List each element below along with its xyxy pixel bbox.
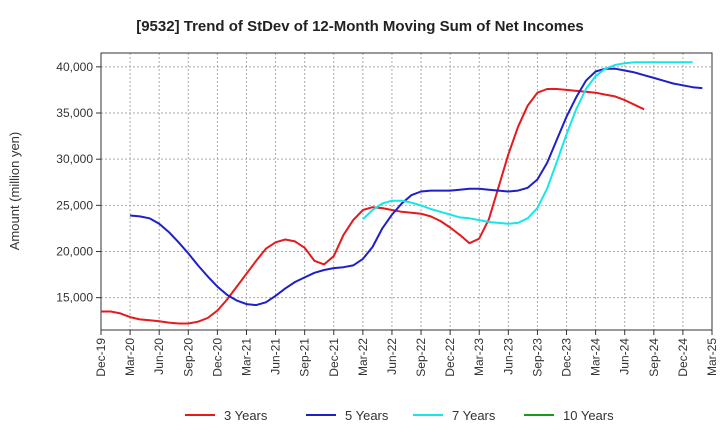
x-axis: Dec-19 Mar-20 Jun-20 Sep-20 Dec-20 Mar-21 Jun-… (94, 330, 719, 377)
legend-label: 7 Years (452, 408, 496, 423)
x-tick-label: Sep-24 (647, 338, 661, 377)
chart-title: [9532] Trend of StDev of 12-Month Moving… (136, 18, 584, 35)
y-tick-label: 30,000 (56, 152, 93, 166)
y-tick-label: 40,000 (56, 60, 93, 74)
x-tick-label: Jun-24 (618, 338, 632, 375)
x-tick-label: Sep-20 (181, 338, 195, 377)
series-line-5-years (130, 67, 703, 307)
plot-area-frame (100, 52, 713, 331)
y-tick-label: 20,000 (56, 245, 93, 259)
x-tick-label: Dec-24 (676, 338, 690, 377)
y-tick-label: 35,000 (56, 106, 93, 120)
y-tick-label: 25,000 (56, 198, 93, 212)
series-line-3-years (101, 88, 645, 325)
x-tick-label: Dec-21 (327, 338, 341, 377)
x-tick-label: Sep-22 (414, 338, 428, 377)
x-tick-label: Mar-23 (472, 338, 486, 376)
x-tick-label: Jun-20 (152, 338, 166, 375)
x-tick-label: Jun-21 (269, 338, 283, 375)
legend-label: 5 Years (345, 408, 389, 423)
x-tick-label: Sep-23 (530, 338, 544, 377)
x-tick-label: Jun-23 (501, 338, 515, 375)
x-tick-label: Mar-22 (356, 338, 370, 376)
x-tick-label: Dec-23 (560, 338, 574, 377)
x-tick-label: Mar-25 (705, 338, 719, 376)
y-axis: 15,000 20,000 25,000 30,000 35,000 40,000 (56, 60, 101, 305)
x-tick-label: Dec-22 (443, 338, 457, 377)
legend-label: 10 Years (563, 408, 614, 423)
x-tick-label: Dec-19 (94, 338, 108, 377)
y-axis-label: Amount (million yen) (7, 132, 22, 251)
y-tick-label: 15,000 (56, 291, 93, 305)
grid (100, 53, 713, 330)
x-tick-label: Mar-20 (123, 338, 137, 376)
legend-label: 3 Years (224, 408, 268, 423)
series-lines (101, 61, 703, 325)
x-tick-label: Jun-22 (385, 338, 399, 375)
x-tick-label: Dec-20 (210, 338, 224, 377)
x-tick-label: Sep-21 (298, 338, 312, 377)
x-tick-label: Mar-21 (239, 338, 253, 376)
x-tick-label: Mar-24 (589, 338, 603, 376)
legend: 3 Years 5 Years 7 Years 10 Years (185, 408, 614, 423)
series-line-7-years (362, 61, 693, 225)
